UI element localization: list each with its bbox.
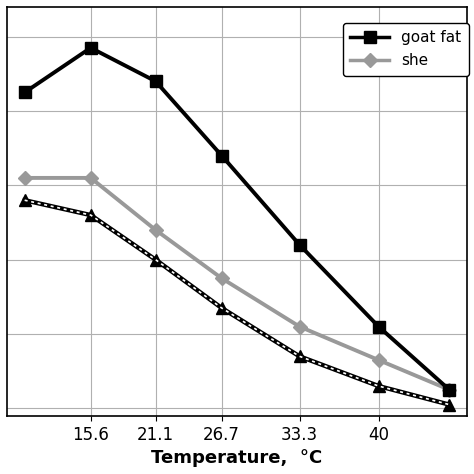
- X-axis label: Temperature,  °C: Temperature, °C: [151, 449, 323, 467]
- Legend: goat fat, she: goat fat, she: [343, 23, 469, 76]
